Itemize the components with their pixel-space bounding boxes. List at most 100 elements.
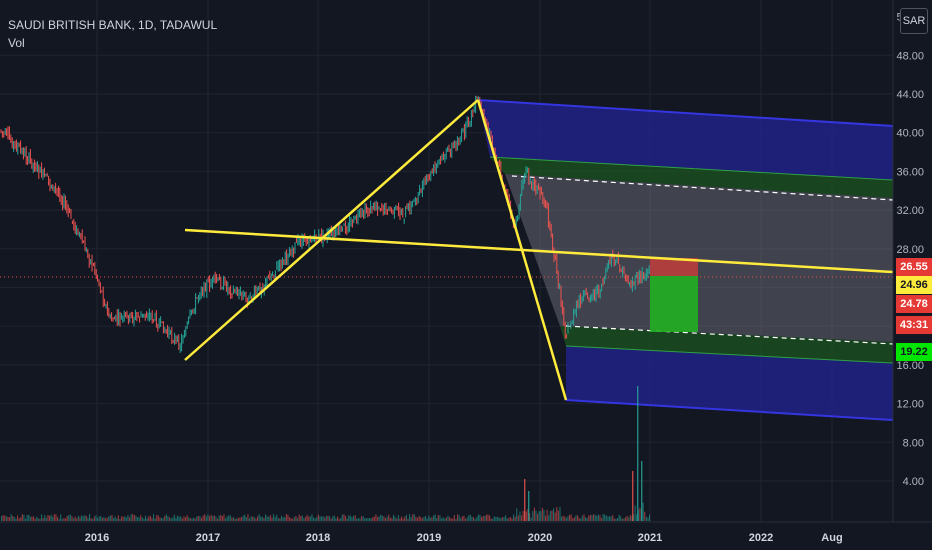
volume-bar — [311, 514, 313, 521]
volume-bar — [58, 518, 60, 521]
volume-bar — [537, 513, 539, 521]
time-axis-tick: 2020 — [528, 532, 552, 544]
volume-bar — [295, 515, 297, 521]
volume-bar — [429, 517, 431, 521]
volume-bar — [572, 518, 574, 521]
volume-bar — [487, 514, 489, 521]
volume-bar — [610, 516, 612, 521]
volume-bar — [578, 517, 580, 521]
volume-bar — [314, 518, 316, 521]
volume-bar — [81, 515, 83, 521]
take-profit-zone[interactable] — [650, 276, 698, 332]
volume-bar — [106, 517, 108, 521]
volume-bar — [165, 514, 167, 521]
volume-indicator-label[interactable]: Vol — [8, 36, 25, 50]
volume-bar — [407, 518, 409, 521]
volume-bar — [541, 507, 543, 521]
currency-button[interactable]: SAR — [900, 8, 928, 34]
volume-bar — [489, 515, 491, 521]
volume-bar — [31, 516, 33, 521]
pitchfork-channel[interactable] — [477, 99, 894, 421]
trendlines[interactable] — [184, 99, 894, 401]
time-axis[interactable]: 2016 2017 2018 2019 2020 2021 2022 Aug — [85, 532, 843, 544]
channel-middle-band — [505, 174, 893, 342]
volume-bar — [529, 513, 531, 521]
price-axis-tick: 44.00 — [896, 89, 924, 101]
volume-bar — [341, 514, 343, 521]
volume-bar — [149, 515, 151, 521]
volume-bar — [348, 515, 350, 521]
symbol-title[interactable]: SAUDI BRITISH BANK, 1D, TADAWUL — [8, 18, 218, 32]
volume-bar — [21, 514, 23, 521]
volume-bar — [365, 518, 367, 521]
volume-bar — [221, 516, 223, 521]
volume-bar — [485, 514, 487, 521]
volume-bar — [613, 518, 615, 521]
volume-bar — [343, 514, 345, 521]
volume-bar — [332, 516, 334, 521]
long-position-tool[interactable] — [650, 258, 698, 332]
time-axis-tick: 2017 — [196, 532, 220, 544]
volume-bar — [133, 514, 135, 521]
volume-bar — [394, 516, 396, 521]
volume-bar — [649, 514, 651, 521]
volume-bar — [215, 516, 217, 521]
volume-bar — [439, 515, 441, 521]
volume-bar — [325, 515, 327, 521]
volume-bar — [457, 514, 459, 521]
volume-bar — [351, 517, 353, 521]
trendline-uptrend[interactable] — [184, 99, 479, 361]
volume-bar — [4, 515, 6, 521]
volume-bar — [156, 515, 158, 521]
volume-bar — [85, 515, 87, 521]
volume-bar — [375, 514, 377, 521]
volume-bar — [116, 518, 118, 521]
volume-bar — [484, 515, 486, 521]
time-axis-tick: 2016 — [85, 532, 109, 544]
volume-bar — [399, 518, 401, 521]
volume-bar — [226, 516, 228, 521]
volume-bar — [359, 518, 361, 521]
volume-bar — [37, 518, 39, 521]
volume-bar — [469, 514, 471, 521]
volume-bar — [1, 515, 3, 521]
volume-bar — [367, 517, 369, 521]
volume-bar — [321, 516, 323, 521]
volume-bars — [1, 386, 651, 521]
volume-bar — [324, 517, 326, 521]
volume-bar — [50, 514, 52, 521]
volume-bar — [148, 516, 150, 521]
volume-bar — [377, 516, 379, 521]
time-axis-tick: 2018 — [306, 532, 330, 544]
volume-bar — [290, 518, 292, 521]
volume-bar — [49, 515, 51, 521]
volume-bar — [508, 518, 510, 521]
volume-bar — [418, 515, 420, 521]
volume-bar — [10, 514, 12, 521]
volume-bar — [583, 514, 585, 521]
volume-bar — [217, 518, 219, 521]
volume-bar — [5, 516, 7, 521]
volume-bar — [26, 514, 28, 521]
volume-bar — [621, 518, 623, 521]
volume-bar — [257, 516, 259, 521]
volume-bar — [479, 514, 481, 521]
volume-bar — [89, 514, 91, 521]
trendline-horizontal[interactable] — [184, 228, 894, 274]
stop-loss-zone[interactable] — [650, 258, 698, 276]
volume-bar — [197, 516, 199, 521]
volume-bar — [575, 515, 577, 521]
volume-bar — [554, 512, 556, 521]
volume-bar — [549, 510, 551, 521]
volume-bar — [41, 514, 43, 521]
volume-bar — [588, 515, 590, 521]
volume-bar — [433, 515, 435, 521]
volume-bar — [316, 516, 318, 521]
volume-bar — [66, 515, 68, 521]
volume-bar — [213, 515, 215, 521]
volume-bar — [298, 514, 300, 521]
channel-lower-outer-band — [566, 346, 893, 420]
volume-bar — [586, 518, 588, 521]
